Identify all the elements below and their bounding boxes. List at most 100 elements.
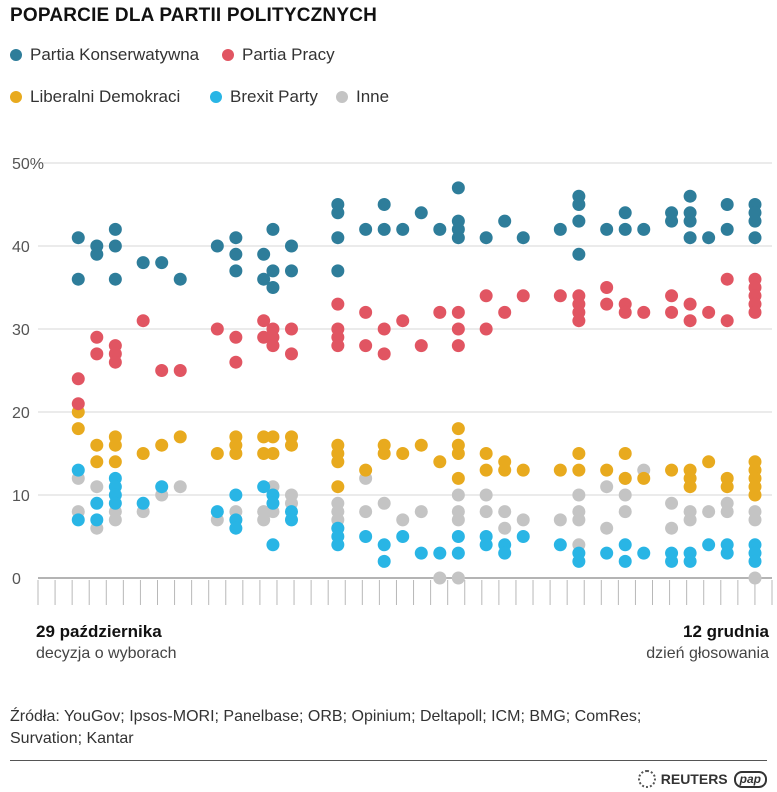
data-point-con bbox=[683, 231, 697, 245]
data-point-con bbox=[266, 281, 280, 294]
data-point-ld bbox=[136, 447, 150, 460]
y-tick-label: 10 bbox=[12, 488, 30, 505]
data-point-oth bbox=[414, 505, 428, 519]
legend-dot-lab bbox=[222, 49, 234, 61]
data-point-con bbox=[266, 222, 280, 236]
data-point-brx bbox=[210, 505, 224, 519]
data-point-con bbox=[451, 231, 465, 245]
data-point-con bbox=[155, 256, 169, 270]
data-point-con bbox=[257, 272, 271, 286]
data-point-lab bbox=[433, 305, 447, 319]
data-point-con bbox=[637, 222, 651, 236]
data-point-con bbox=[396, 222, 410, 236]
data-point-ld bbox=[108, 438, 122, 452]
legend-dot-oth bbox=[336, 91, 348, 103]
data-point-ld bbox=[71, 422, 85, 436]
data-point-oth bbox=[702, 505, 716, 519]
data-point-lab bbox=[683, 314, 697, 328]
data-point-ld bbox=[553, 463, 567, 477]
data-point-brx bbox=[266, 538, 280, 552]
data-point-ld bbox=[414, 438, 428, 452]
start-date-label: 29 października bbox=[36, 622, 162, 641]
legend-item-lab: Partia Pracy bbox=[222, 45, 335, 65]
data-point-oth bbox=[451, 571, 465, 585]
data-point-brx bbox=[71, 513, 85, 527]
data-point-con bbox=[229, 264, 243, 278]
data-point-lab bbox=[451, 339, 465, 353]
y-tick-label: 20 bbox=[12, 405, 30, 422]
data-point-lab bbox=[173, 364, 187, 377]
data-point-ld bbox=[479, 463, 493, 477]
data-point-brx bbox=[451, 530, 465, 543]
y-tick-label: 50% bbox=[12, 156, 44, 173]
data-point-lab bbox=[331, 297, 345, 311]
data-point-brx bbox=[516, 530, 530, 543]
data-point-lab bbox=[553, 289, 567, 303]
data-point-ld bbox=[331, 455, 345, 469]
data-point-lab bbox=[210, 322, 224, 336]
data-point-brx bbox=[433, 546, 447, 560]
data-point-ld bbox=[618, 471, 632, 485]
data-point-ld bbox=[572, 447, 586, 460]
data-point-lab bbox=[359, 339, 373, 353]
start-date-sublabel: decyzja o wyborach bbox=[36, 645, 177, 662]
data-point-con bbox=[359, 222, 373, 236]
data-point-lab bbox=[284, 347, 298, 361]
data-point-lab bbox=[284, 322, 298, 336]
data-point-lab bbox=[683, 297, 697, 311]
data-point-ld bbox=[90, 438, 104, 452]
data-point-con bbox=[210, 239, 224, 253]
legend-dot-con bbox=[10, 49, 22, 61]
data-point-ld bbox=[257, 430, 271, 444]
data-point-lab bbox=[748, 305, 762, 319]
pap-logo: pap bbox=[733, 770, 767, 788]
data-point-lab bbox=[377, 347, 391, 361]
data-point-con bbox=[451, 181, 465, 195]
data-point-oth bbox=[683, 513, 697, 527]
data-point-ld bbox=[210, 447, 224, 460]
data-point-con bbox=[433, 222, 447, 236]
data-point-con bbox=[331, 264, 345, 278]
data-point-brx bbox=[266, 496, 280, 510]
data-point-con bbox=[748, 214, 762, 228]
data-point-brx bbox=[229, 488, 243, 502]
data-point-lab bbox=[479, 289, 493, 303]
data-point-con bbox=[108, 239, 122, 253]
data-point-brx bbox=[377, 538, 391, 552]
data-point-brx bbox=[720, 546, 734, 560]
data-point-con bbox=[600, 222, 614, 236]
data-point-con bbox=[377, 198, 391, 211]
data-point-lab bbox=[90, 347, 104, 361]
data-point-ld bbox=[702, 455, 716, 469]
legend-item-ld: Liberalni Demokraci bbox=[10, 87, 180, 107]
data-point-brx bbox=[553, 538, 567, 552]
data-point-ld bbox=[257, 447, 271, 460]
data-point-ld bbox=[498, 463, 512, 477]
data-point-con bbox=[702, 231, 716, 245]
data-point-lab bbox=[600, 297, 614, 311]
data-point-ld bbox=[451, 447, 465, 460]
data-point-oth bbox=[553, 513, 567, 527]
data-point-lab bbox=[257, 330, 271, 344]
data-point-oth bbox=[665, 521, 679, 535]
data-point-ld bbox=[155, 438, 169, 452]
data-point-brx bbox=[600, 546, 614, 560]
data-point-brx bbox=[90, 513, 104, 527]
data-point-brx bbox=[257, 480, 271, 494]
footer-divider bbox=[10, 760, 767, 761]
legend-label-lab: Partia Pracy bbox=[242, 45, 335, 64]
data-point-lab bbox=[451, 322, 465, 336]
y-tick-label: 0 bbox=[12, 571, 21, 588]
data-point-brx bbox=[451, 546, 465, 560]
data-point-brx bbox=[284, 513, 298, 527]
data-point-ld bbox=[229, 447, 243, 460]
data-point-lab bbox=[618, 305, 632, 319]
poll-scatter-chart: 0 10 20 30 40 50% bbox=[12, 156, 773, 605]
data-point-ld bbox=[377, 447, 391, 460]
data-point-oth bbox=[479, 488, 493, 502]
data-point-brx bbox=[136, 496, 150, 510]
data-point-lab bbox=[665, 305, 679, 319]
data-point-oth bbox=[396, 513, 410, 527]
data-point-con bbox=[284, 239, 298, 253]
legend-label-oth: Inne bbox=[356, 87, 390, 106]
